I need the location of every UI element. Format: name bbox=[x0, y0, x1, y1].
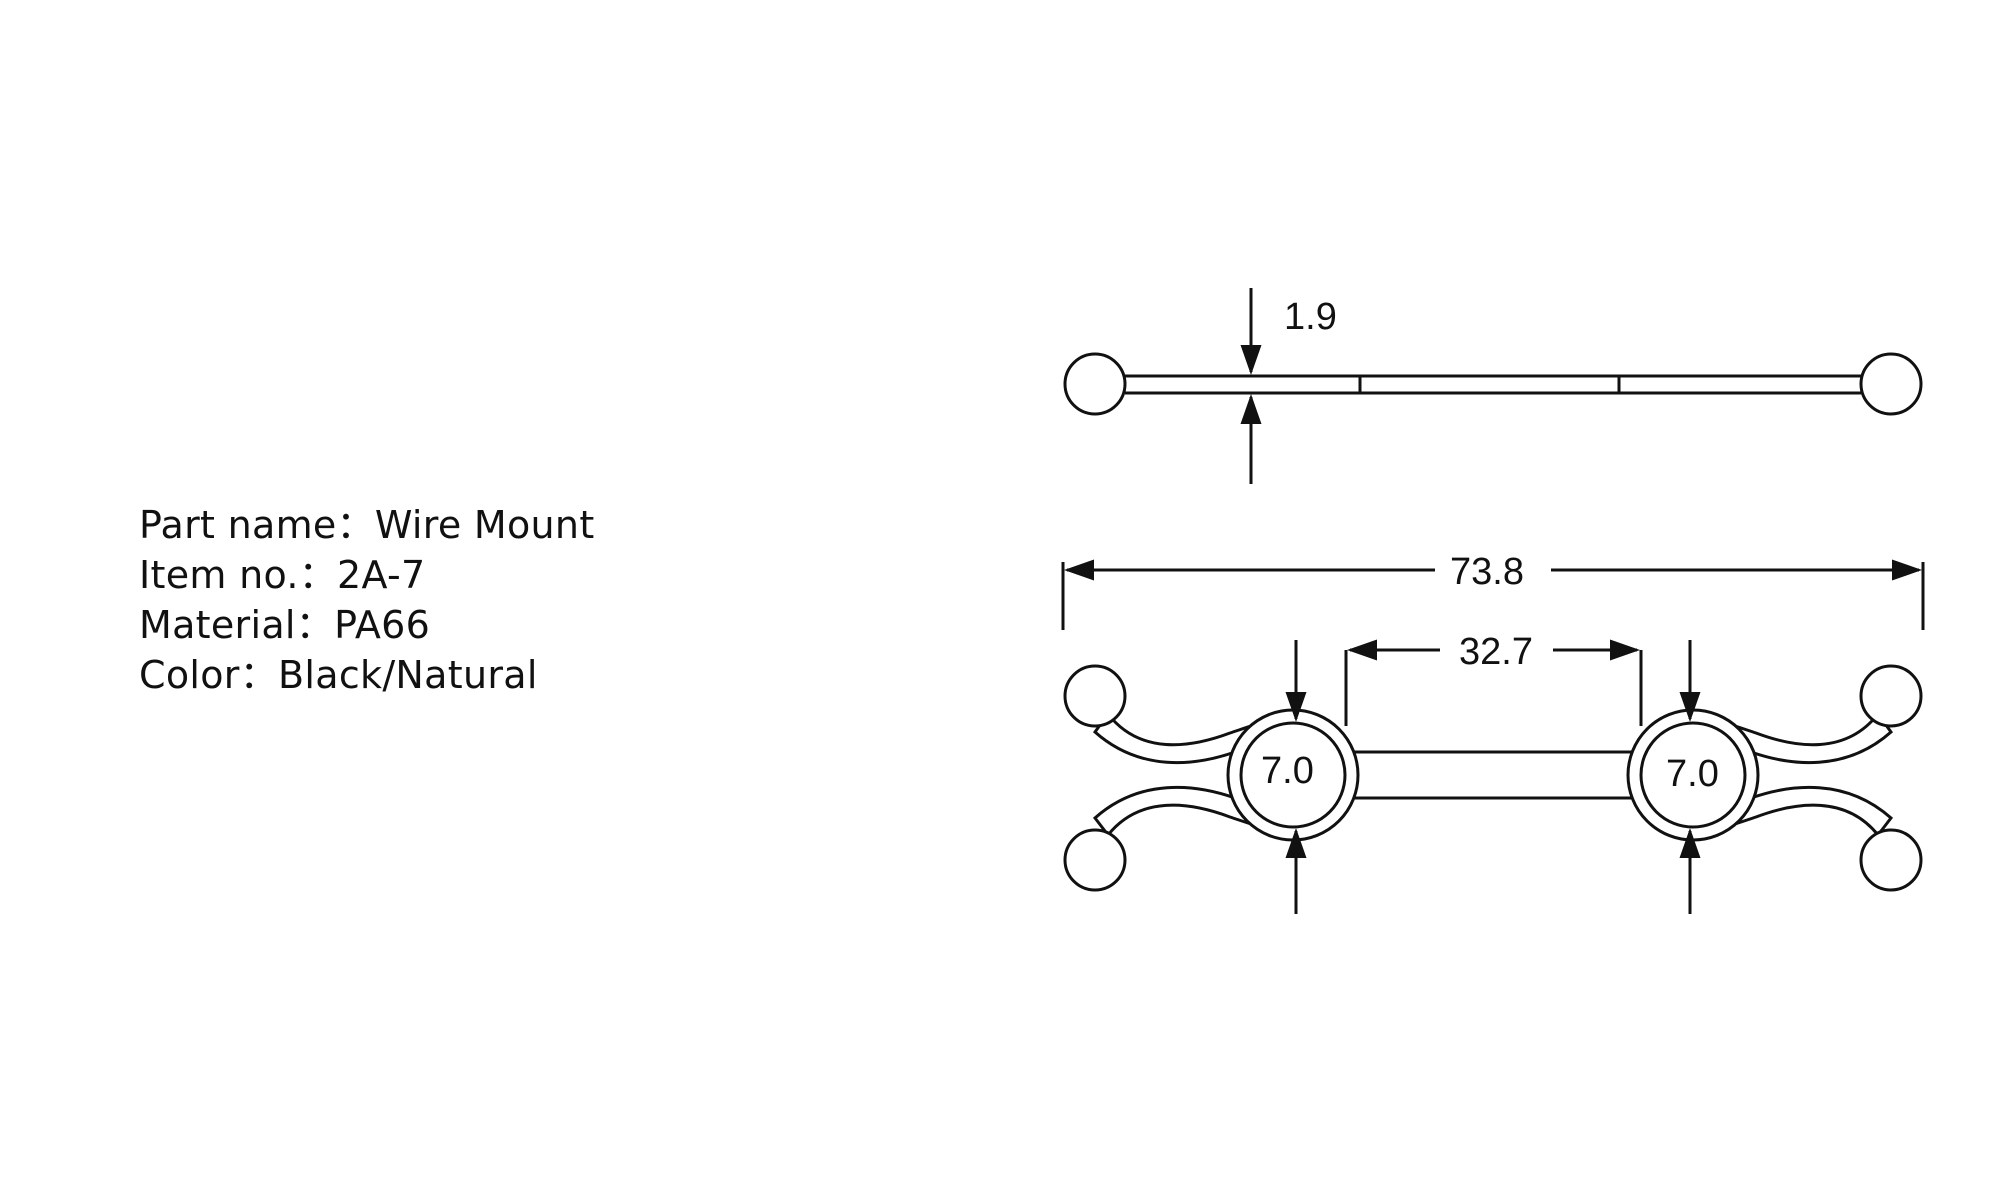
material-row: Material：PA66 bbox=[139, 600, 595, 650]
right-lower-end-cap bbox=[1859, 828, 1923, 892]
item-no-value: 2A-7 bbox=[337, 553, 426, 597]
left-ring-inner bbox=[1239, 721, 1347, 829]
material-value: PA66 bbox=[334, 603, 431, 647]
left-upper-end-cap bbox=[1063, 664, 1127, 728]
color-label: Color： bbox=[139, 653, 279, 697]
left-hole-diameter-label: 7.0 bbox=[1261, 750, 1314, 792]
center-bridge bbox=[1348, 750, 1636, 800]
item-no-label: Item no.： bbox=[139, 553, 338, 597]
top-view bbox=[1063, 664, 1923, 892]
right-hole-diameter-dimension: 7.0 bbox=[1666, 640, 1719, 914]
right-hole-diameter-label: 7.0 bbox=[1666, 753, 1719, 795]
part-name-label: Part name： bbox=[139, 503, 375, 547]
item-no-row: Item no.：2A-7 bbox=[139, 550, 595, 600]
side-view-right-end-cap bbox=[1859, 352, 1923, 416]
left-hole-diameter-dimension: 7.0 bbox=[1261, 640, 1314, 914]
center-spacing-label: 32.7 bbox=[1459, 631, 1533, 673]
side-view-left-end-cap bbox=[1063, 352, 1127, 416]
overall-length-label: 73.8 bbox=[1450, 551, 1524, 593]
overall-length-dimension: 73.8 bbox=[1061, 551, 1925, 630]
side-view bbox=[1063, 352, 1923, 416]
specification-block: Part name：Wire Mount Item no.：2A-7 Mater… bbox=[139, 500, 595, 700]
color-row: Color：Black/Natural bbox=[139, 650, 595, 700]
color-value: Black/Natural bbox=[278, 653, 538, 697]
part-name-row: Part name：Wire Mount bbox=[139, 500, 595, 550]
thickness-dimension: 1.9 bbox=[1240, 288, 1337, 484]
left-lower-end-cap bbox=[1063, 828, 1127, 892]
part-name-value: Wire Mount bbox=[374, 503, 595, 547]
center-spacing-dimension: 32.7 bbox=[1344, 631, 1643, 726]
right-upper-end-cap bbox=[1859, 664, 1923, 728]
right-ring-inner bbox=[1639, 721, 1747, 829]
thickness-label: 1.9 bbox=[1284, 296, 1337, 338]
material-label: Material： bbox=[139, 603, 335, 647]
